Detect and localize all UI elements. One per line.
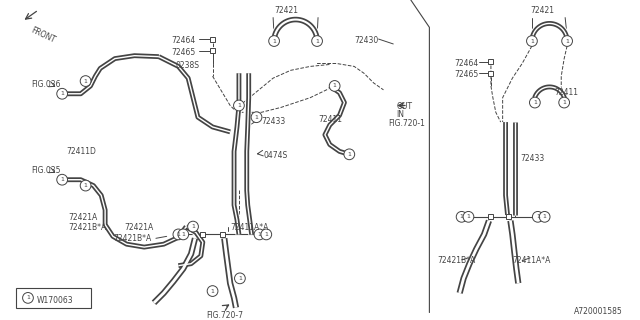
Text: 1: 1: [84, 183, 88, 188]
Bar: [488, 214, 493, 219]
Circle shape: [329, 81, 340, 91]
Text: 1: 1: [60, 177, 64, 182]
Text: FIG.035: FIG.035: [31, 166, 60, 175]
Text: 1: 1: [60, 91, 64, 96]
Text: 1: 1: [191, 224, 195, 229]
Text: 1: 1: [272, 38, 276, 44]
Bar: [488, 59, 493, 64]
Text: 72411A*A: 72411A*A: [513, 256, 551, 265]
Text: 72421A: 72421A: [68, 213, 97, 222]
Text: FIG.036: FIG.036: [31, 80, 60, 89]
Text: 72465: 72465: [172, 48, 196, 57]
Text: IN: IN: [396, 110, 404, 119]
Text: OUT: OUT: [396, 101, 412, 111]
Text: 72421: 72421: [274, 6, 298, 15]
Circle shape: [207, 286, 218, 296]
Circle shape: [254, 229, 265, 240]
Text: 1: 1: [257, 232, 261, 237]
Bar: [488, 71, 493, 76]
Text: 1: 1: [84, 79, 88, 84]
Circle shape: [234, 273, 245, 284]
Text: 72421: 72421: [530, 6, 554, 15]
Text: 1: 1: [238, 276, 242, 281]
Text: 1: 1: [562, 100, 566, 105]
Text: 1: 1: [237, 103, 241, 108]
Text: 1: 1: [460, 214, 463, 219]
Text: 1: 1: [264, 232, 268, 237]
Bar: [506, 214, 511, 219]
Circle shape: [261, 229, 271, 240]
Circle shape: [80, 180, 91, 191]
Circle shape: [312, 36, 323, 46]
Text: 72433: 72433: [261, 117, 285, 126]
Text: 1: 1: [543, 214, 547, 219]
Text: 1: 1: [348, 152, 351, 157]
Circle shape: [456, 212, 467, 222]
Circle shape: [532, 212, 543, 222]
Text: 72421A: 72421A: [125, 223, 154, 232]
Text: 1: 1: [315, 38, 319, 44]
Text: 1: 1: [467, 214, 470, 219]
Text: 1: 1: [536, 214, 540, 219]
Circle shape: [178, 229, 189, 240]
Circle shape: [562, 36, 572, 46]
Circle shape: [344, 149, 355, 160]
Circle shape: [22, 292, 33, 303]
Text: 1: 1: [530, 38, 534, 44]
Text: FRONT: FRONT: [29, 25, 56, 44]
Circle shape: [57, 174, 68, 185]
Text: 72421B*A: 72421B*A: [113, 235, 151, 244]
Text: 1: 1: [333, 84, 337, 88]
Text: 1: 1: [181, 232, 185, 237]
Text: FIG.720-1: FIG.720-1: [388, 119, 425, 128]
Text: 72464: 72464: [172, 36, 196, 45]
Circle shape: [527, 36, 538, 46]
Text: 72465: 72465: [455, 70, 479, 79]
Circle shape: [463, 212, 474, 222]
Circle shape: [529, 97, 540, 108]
FancyBboxPatch shape: [16, 288, 92, 308]
Circle shape: [251, 112, 262, 123]
Text: 72411: 72411: [318, 115, 342, 124]
Text: W170063: W170063: [36, 296, 74, 305]
Text: 0238S: 0238S: [175, 60, 200, 69]
Circle shape: [188, 221, 198, 232]
Circle shape: [57, 88, 68, 99]
Circle shape: [559, 97, 570, 108]
Text: FIG.720-7: FIG.720-7: [206, 311, 243, 320]
Text: 1: 1: [565, 38, 569, 44]
Bar: [220, 232, 225, 237]
Circle shape: [80, 76, 91, 86]
Text: 72421B*A: 72421B*A: [68, 223, 106, 232]
Text: 0474S: 0474S: [263, 151, 287, 160]
Text: 72430: 72430: [354, 36, 378, 45]
Text: A720001585: A720001585: [574, 307, 623, 316]
Bar: [200, 232, 205, 237]
Text: 72411: 72411: [554, 88, 579, 97]
Circle shape: [234, 100, 244, 111]
Text: 1: 1: [211, 289, 214, 293]
Text: 1: 1: [255, 115, 259, 120]
Text: 72464: 72464: [455, 59, 479, 68]
Bar: [210, 48, 215, 53]
Circle shape: [173, 229, 184, 240]
Text: 1: 1: [533, 100, 537, 105]
Circle shape: [269, 36, 280, 46]
Text: 1: 1: [177, 232, 180, 237]
Text: 72433: 72433: [520, 154, 545, 163]
Text: 72411A*A: 72411A*A: [230, 223, 269, 232]
Text: 72411D: 72411D: [66, 147, 96, 156]
Text: 1: 1: [26, 295, 30, 300]
Bar: [210, 36, 215, 42]
Circle shape: [540, 212, 550, 222]
Text: 72421B*A: 72421B*A: [437, 256, 476, 265]
